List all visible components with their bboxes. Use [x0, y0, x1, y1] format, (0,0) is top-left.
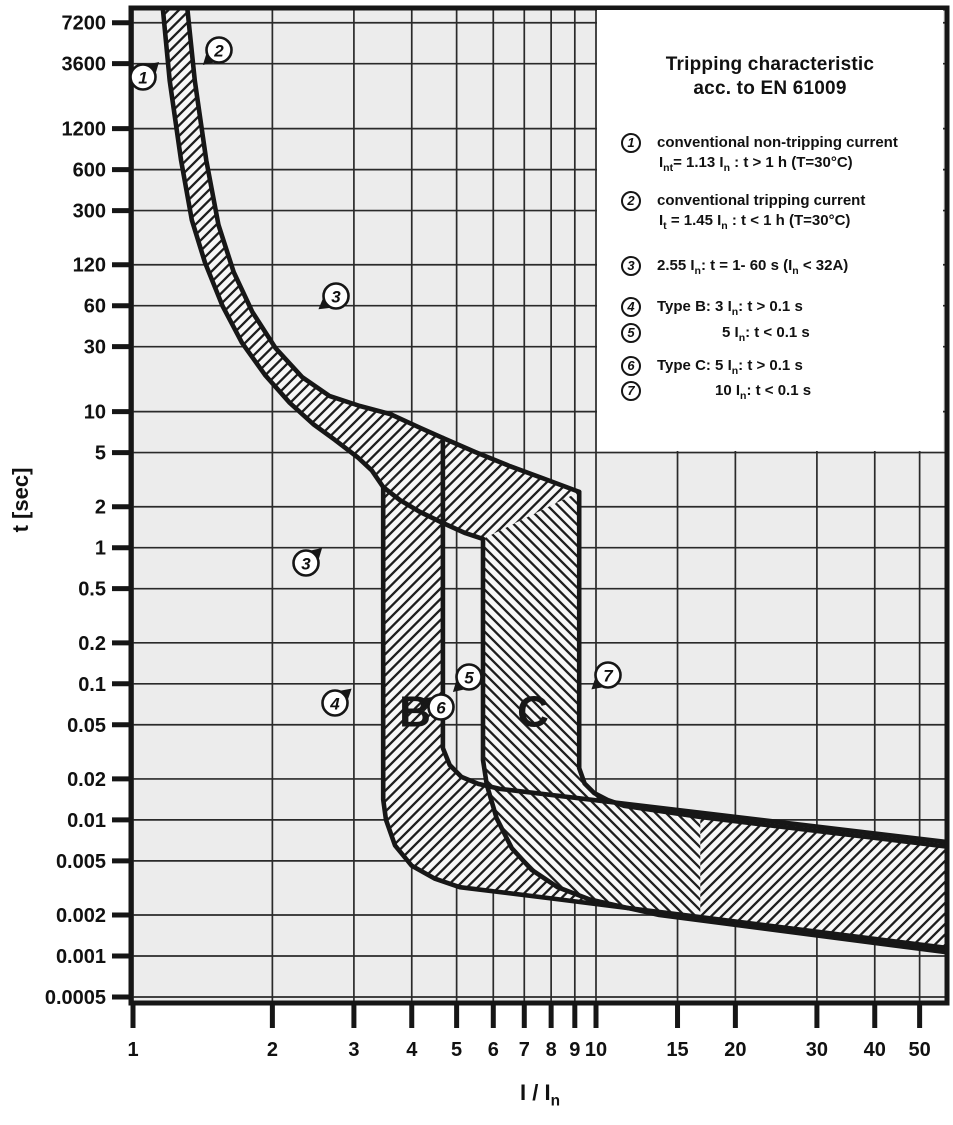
x-tick-label: 9: [569, 1039, 580, 1061]
x-tick-label: 4: [406, 1039, 418, 1061]
x-tick-label: 40: [864, 1039, 886, 1061]
marker-circle: [427, 693, 455, 721]
band-label-B: B: [399, 688, 431, 737]
legend-item-text: Int= 1.13 In : t > 1 h (T=30°C): [659, 154, 853, 174]
marker-circle: [205, 36, 233, 64]
x-tick-label: 10: [585, 1039, 607, 1061]
type-c-band-hatch: [483, 491, 701, 921]
y-tick-label: 0.0005: [45, 987, 106, 1009]
legend-item-text: It = 1.45 In : t < 1 h (T=30°C): [659, 212, 851, 232]
marker-circle: [321, 689, 349, 717]
y-tick-label: 2: [95, 497, 106, 519]
curve-marker-6: 6: [420, 693, 455, 721]
y-tick-label: 0.002: [56, 905, 106, 927]
x-tick-label: 1: [127, 1039, 138, 1061]
y-axis-title: t [sec]: [8, 467, 33, 533]
marker-number: 5: [464, 669, 474, 688]
legend-item-text: 10 In: t < 0.1 s: [715, 382, 812, 402]
marker-number: 1: [138, 69, 147, 88]
x-tick-label: 20: [724, 1039, 746, 1061]
legend-item-text: 2.55 In: t = 1- 60 s (In < 32A): [657, 257, 849, 277]
curve-marker-1: 1: [129, 61, 160, 91]
legend-item-number: 2: [621, 191, 641, 211]
band-edge-b_right_upper: [440, 435, 948, 845]
curve-marker-3: 3: [292, 547, 323, 577]
legend-item-text: conventional non-tripping current: [657, 134, 898, 151]
x-tick-label: 15: [666, 1039, 688, 1061]
band-edge-b_left_lower: [380, 484, 948, 950]
y-tick-label: 0.05: [67, 715, 106, 737]
curve-marker-4: 4: [321, 688, 352, 717]
x-tick-label: 2: [267, 1039, 278, 1061]
legend-item-number: 6: [621, 356, 641, 376]
marker-circle: [129, 63, 157, 91]
y-tick-label: 0.001: [56, 946, 106, 968]
marker-circle: [455, 663, 483, 691]
legend-title-line1: Tripping characteristic: [665, 54, 875, 75]
y-tick-label: 0.5: [78, 579, 106, 601]
y-tick-label: 0.01: [67, 810, 106, 832]
thermal-band-hatch: [162, 8, 580, 539]
marker-circle: [322, 282, 350, 310]
marker-number: 6: [436, 699, 446, 718]
y-tick-labels: 7200 3600 1200 600 300 120 60 30 10 5 2 1 0.5 0.2 0.1 0…: [45, 13, 106, 1009]
y-tick-label: 600: [73, 160, 106, 182]
marker-number: 3: [301, 555, 311, 574]
band-edge-curve1_lower: [160, 5, 486, 542]
axis-ticks: [112, 20, 923, 1028]
y-tick-label: 120: [73, 255, 106, 277]
y-tick-label: 1200: [62, 119, 107, 141]
x-tick-label: 3: [348, 1039, 359, 1061]
marker-number: 7: [603, 667, 614, 686]
x-axis-title: I / In: [520, 1080, 560, 1110]
x-tick-labels: 1 2 3 4 5 6 7 8 9 10 15 20 30 40 50: [127, 1039, 930, 1061]
x-tick-label: 6: [488, 1039, 499, 1061]
x-tick-label: 30: [806, 1039, 828, 1061]
legend-item-number: 3: [621, 256, 641, 276]
curve-number-markers: 1 2 3 3 4 56 7: [129, 36, 622, 721]
band-edge-curve2_upper: [185, 5, 582, 495]
band-edge-c_right_upper: [576, 489, 948, 849]
legend-item-text: conventional tripping current: [657, 192, 866, 209]
x-tick-label: 8: [546, 1039, 557, 1061]
marker-circle: [594, 661, 622, 689]
legend-item-number: 4: [621, 297, 641, 317]
curve-marker-5: 5: [452, 663, 483, 693]
marker-number: 2: [213, 42, 224, 61]
x-tick-label: 5: [451, 1039, 462, 1061]
tripping-bands: [160, 5, 948, 955]
legend-item-number: 5: [621, 323, 641, 343]
curve-marker-2: 2: [202, 36, 233, 66]
marker-number: 3: [331, 288, 341, 307]
legend-item-number: 7: [621, 381, 641, 401]
curve-marker-7: 7: [591, 661, 622, 690]
legend-item-number: 1: [621, 133, 641, 153]
x-tick-label: 7: [519, 1039, 530, 1061]
y-tick-label: 0.2: [78, 633, 106, 655]
y-tick-label: 10: [84, 402, 106, 424]
y-tick-label: 1: [95, 538, 106, 560]
y-tick-label: 0.02: [67, 769, 106, 791]
legend-item-text: Type C: 5 In: t > 0.1 s: [657, 357, 803, 377]
y-tick-label: 5: [95, 443, 106, 465]
y-tick-label: 0.005: [56, 851, 106, 873]
x-tick-label: 50: [908, 1039, 930, 1061]
legend-box: Tripping characteristic acc. to EN 61009…: [597, 10, 943, 451]
y-tick-label: 60: [84, 296, 106, 318]
legend-title-line2: acc. to EN 61009: [693, 78, 847, 99]
band-label-C: C: [517, 688, 549, 737]
marker-circle: [292, 549, 320, 577]
y-tick-label: 300: [73, 201, 106, 223]
y-tick-label: 0.1: [78, 674, 106, 696]
curve-marker-3: 3: [318, 282, 350, 310]
legend-item-text: Type B: 3 In: t > 0.1 s: [657, 298, 803, 318]
legend-item-text: 5 In: t < 0.1 s: [722, 324, 810, 344]
band-edge-c_left_lower: [480, 536, 948, 955]
y-tick-label: 7200: [62, 13, 107, 35]
y-tick-label: 3600: [62, 54, 107, 76]
y-tick-label: 30: [84, 337, 106, 359]
marker-number: 4: [329, 695, 340, 714]
